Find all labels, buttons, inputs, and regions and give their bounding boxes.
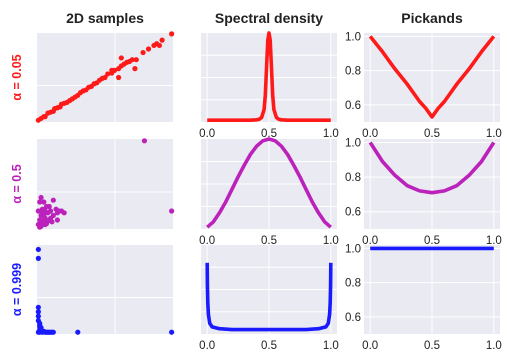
scatter-point xyxy=(140,49,146,56)
x-tick-label: 1.0 xyxy=(486,235,502,247)
scatter-point xyxy=(41,199,47,205)
y-tick-label: 0.8 xyxy=(345,278,361,290)
panel-title: Pickands xyxy=(401,10,463,26)
y-tick-label: 0.8 xyxy=(345,66,361,78)
panel-spectral-row-0: 0.0 0.5 1.0 xyxy=(199,31,339,140)
panel-samples-row-1 xyxy=(35,138,175,230)
x-tick-label: 0.0 xyxy=(362,340,378,352)
scatter-point xyxy=(116,74,122,81)
scatter-point xyxy=(102,74,108,81)
panel-spectral-row-1: 0.0 0.5 1.0 xyxy=(199,137,339,247)
series-line xyxy=(368,35,496,119)
panel-title: 2D samples xyxy=(66,10,144,26)
panel-pickands-row-2: 0.0 0.5 1.0 0.6 0.8 1.0 xyxy=(345,243,502,352)
x-tick-label: 1.0 xyxy=(323,235,339,247)
scatter-point xyxy=(39,219,46,225)
y-tick-label: 0.8 xyxy=(345,172,361,184)
scatter-point xyxy=(145,46,152,52)
x-tick-label: 0.0 xyxy=(199,128,215,140)
series-line xyxy=(205,262,333,332)
scatter-point xyxy=(75,329,81,335)
scatter-point xyxy=(37,199,43,205)
y-tick-label: 0.6 xyxy=(345,312,361,324)
scatter-point xyxy=(169,31,175,37)
scatter-point xyxy=(133,57,139,63)
plot-background xyxy=(37,245,173,334)
scatter-point xyxy=(118,55,124,61)
scatter-point xyxy=(156,42,162,49)
scatter-point xyxy=(109,67,115,73)
scatter-point xyxy=(159,37,165,43)
x-tick-label: 0.0 xyxy=(362,128,378,140)
scatter-point xyxy=(43,221,50,227)
x-tick-label: 0.5 xyxy=(261,235,277,247)
x-tick-label: 1.0 xyxy=(323,128,339,140)
panel-pickands-row-0: 0.0 0.5 1.0 0.6 0.8 1.0 xyxy=(345,31,502,140)
x-tick-label: 1.0 xyxy=(323,340,339,352)
x-tick-label: 0.0 xyxy=(199,340,215,352)
scatter-point xyxy=(132,66,138,72)
panel-pickands-row-1: 0.0 0.5 1.0 0.6 0.8 1.0 xyxy=(345,137,502,247)
scatter-point xyxy=(169,329,175,335)
panel-samples-row-0 xyxy=(35,31,175,123)
series-line xyxy=(368,141,496,195)
scatter-point xyxy=(46,203,52,210)
scatter-point xyxy=(35,208,41,214)
scatter-point xyxy=(141,138,148,144)
scatter-point xyxy=(42,208,48,214)
x-tick-label: 0.5 xyxy=(424,340,440,352)
panel-title: Spectral density xyxy=(215,10,323,26)
scatter-point xyxy=(50,197,56,203)
scatter-point xyxy=(61,210,67,216)
x-tick-label: 0.0 xyxy=(199,235,215,247)
row-label: α = 0.5 xyxy=(10,164,24,203)
scatter-point xyxy=(54,217,61,223)
x-tick-label: 0.5 xyxy=(261,128,277,140)
scatter-point xyxy=(35,304,41,310)
x-tick-label: 0.5 xyxy=(424,128,440,140)
panel-spectral-row-2: 0.0 0.5 1.0 xyxy=(199,245,339,352)
series-line xyxy=(207,31,331,122)
y-tick-label: 0.6 xyxy=(345,100,361,112)
scatter-point xyxy=(50,212,56,219)
scatter-point xyxy=(38,194,44,201)
y-tick-label: 0.6 xyxy=(345,207,361,219)
scatter-point xyxy=(37,224,43,230)
series-line xyxy=(206,137,332,229)
scatter-point xyxy=(48,208,54,214)
row-label: α = 0.999 xyxy=(10,263,24,316)
y-tick-label: 1.0 xyxy=(345,243,361,255)
scatter-point xyxy=(39,329,46,335)
scatter-point xyxy=(35,255,41,261)
row-label: α = 0.05 xyxy=(10,54,24,100)
scatter-point xyxy=(35,329,41,335)
x-tick-label: 0.5 xyxy=(261,340,277,352)
y-tick-label: 1.0 xyxy=(345,137,361,149)
scatter-point xyxy=(129,57,135,63)
x-tick-label: 1.0 xyxy=(486,340,502,352)
y-tick-label: 1.0 xyxy=(345,31,361,43)
scatter-point xyxy=(42,114,48,120)
scatter-point xyxy=(35,309,41,315)
x-tick-label: 0.0 xyxy=(362,235,378,247)
scatter-point xyxy=(35,246,41,253)
plot-background xyxy=(37,139,173,229)
scatter-point xyxy=(35,313,41,319)
scatter-point xyxy=(49,329,55,335)
scatter-point xyxy=(169,208,175,214)
panel-samples-row-2 xyxy=(35,245,175,335)
x-tick-label: 0.5 xyxy=(424,235,440,247)
scatter-point xyxy=(49,219,55,225)
scatter-point xyxy=(105,71,111,77)
x-tick-label: 1.0 xyxy=(486,128,502,140)
